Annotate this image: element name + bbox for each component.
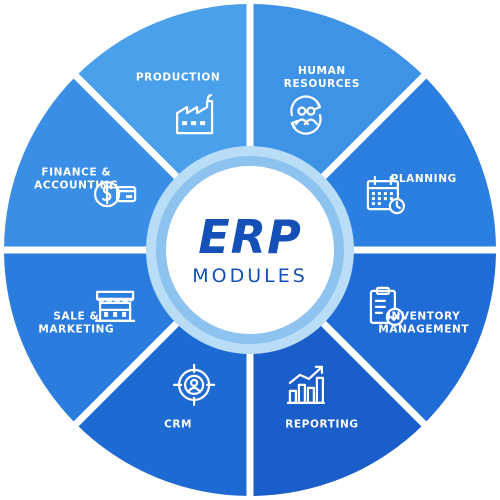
module-label-line: SALE & (53, 310, 99, 322)
target-customer-icon (173, 363, 216, 406)
module-label-line: MANAGEMENT (378, 323, 469, 335)
module-label-line: REPORTING (285, 419, 358, 431)
money-card-icon (93, 181, 137, 208)
module-label-line: INVENTORY (387, 310, 460, 322)
calendar-icon (366, 176, 405, 215)
module-label-line: HUMAN (298, 65, 346, 77)
module-label-line: PLANNING (391, 173, 457, 185)
module-label-line: PRODUCTION (136, 71, 220, 83)
module-label-5: SALE &MARKETING (38, 310, 114, 335)
clipboard-check-icon (369, 286, 404, 326)
module-label-line: RESOURCES (284, 78, 360, 90)
factory-icon (176, 93, 214, 135)
module-label-line: FINANCE & (41, 167, 111, 179)
module-label-line: CRM (164, 419, 192, 431)
center-title: ERP (198, 210, 302, 264)
module-label-1: PLANNING (391, 173, 457, 185)
module-label-line: ACCOUNTING (34, 180, 118, 192)
module-label-7: PRODUCTION (136, 71, 220, 83)
icons-group (93, 93, 405, 406)
center-disc (166, 166, 334, 334)
module-label-6: FINANCE &ACCOUNTING (34, 167, 118, 192)
module-label-line: MARKETING (38, 323, 114, 335)
bar-chart-icon (286, 365, 325, 404)
storefront-icon (94, 290, 136, 322)
module-label-3: REPORTING (285, 419, 358, 431)
human-resources-icon (290, 95, 322, 135)
center-subtitle: MODULES (192, 265, 308, 287)
module-label-4: CRM (164, 419, 192, 431)
